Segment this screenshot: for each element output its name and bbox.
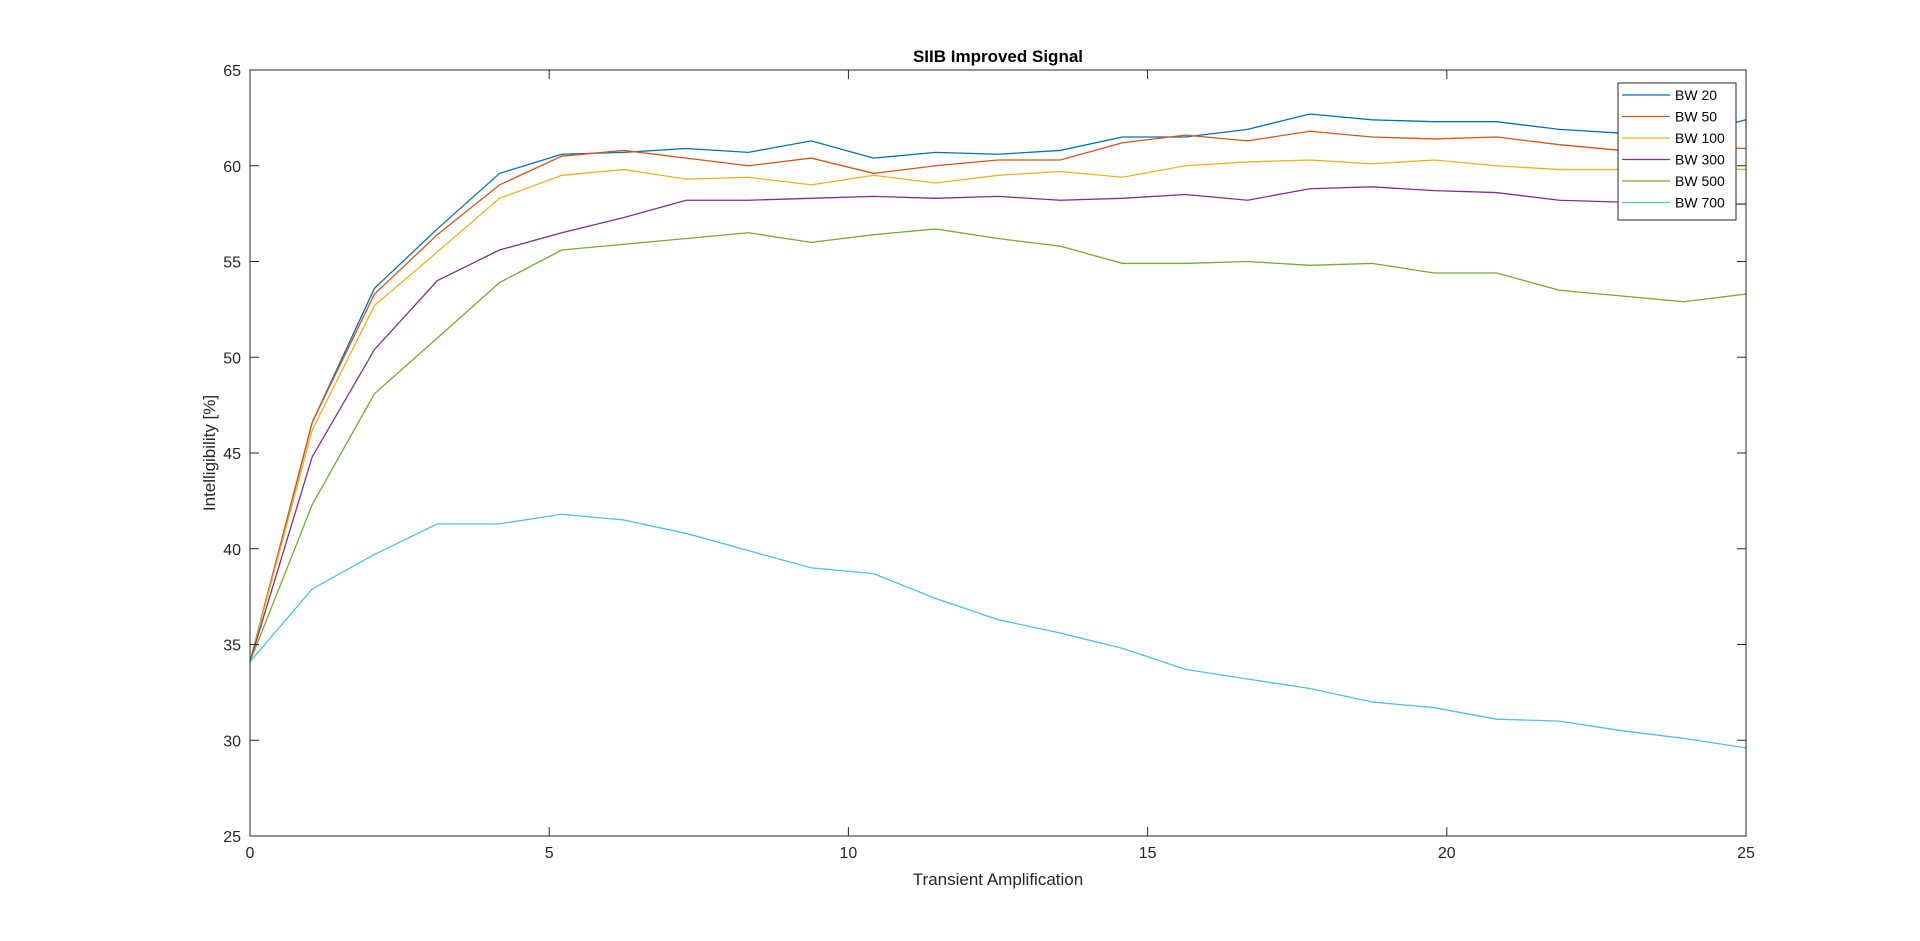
tick-layer: 0 5 10 15 20 25 25 30 35 40 45 50 55 60 65 <box>223 63 1755 862</box>
x-tick-label: 25 <box>1737 845 1755 862</box>
legend-label: BW 20 <box>1675 87 1717 103</box>
x-tick-label: 5 <box>545 845 554 862</box>
legend-label: BW 100 <box>1675 130 1725 146</box>
x-tick-label: 10 <box>840 845 858 862</box>
legend-label: BW 500 <box>1675 173 1725 189</box>
chart-title: SIIB Improved Signal <box>913 47 1083 66</box>
plot-background <box>250 70 1746 836</box>
y-tick-label: 65 <box>223 63 241 80</box>
y-tick-label: 45 <box>223 446 241 463</box>
series-line-bw-500 <box>250 228 1746 662</box>
series-layer <box>250 113 1746 749</box>
y-tick-label: 40 <box>223 542 241 559</box>
x-tick-label: 0 <box>246 845 255 862</box>
series-line-bw-20 <box>250 113 1746 662</box>
y-tick-label: 35 <box>223 638 241 655</box>
series-line-bw-50 <box>250 130 1746 662</box>
x-tick-label: 15 <box>1139 845 1157 862</box>
series-line-bw-300 <box>250 186 1746 662</box>
y-tick-label: 55 <box>223 255 241 272</box>
series-line-bw-700 <box>250 513 1746 749</box>
y-tick-label: 60 <box>223 159 241 176</box>
y-tick-label: 25 <box>223 829 241 846</box>
y-axis-label: Intelligibility [%] <box>200 395 219 511</box>
legend-label: BW 700 <box>1675 195 1725 211</box>
legend-box <box>1617 82 1737 221</box>
legend-label: BW 300 <box>1675 152 1725 168</box>
y-tick-label: 30 <box>223 733 241 750</box>
legend: BW 20 BW 50 BW 100 BW 300 BW 500 BW 700 <box>1617 82 1737 221</box>
series-line-bw-100 <box>250 159 1746 662</box>
legend-label: BW 50 <box>1675 109 1717 125</box>
x-axis-label: Transient Amplification <box>913 870 1083 889</box>
y-tick-label: 50 <box>223 350 241 367</box>
x-tick-label: 20 <box>1438 845 1456 862</box>
